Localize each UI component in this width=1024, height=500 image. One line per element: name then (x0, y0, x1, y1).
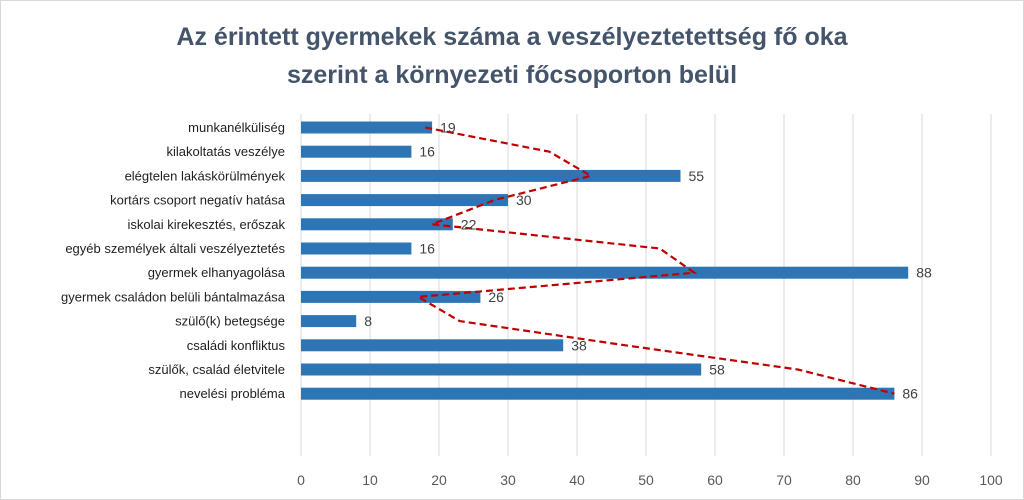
x-tick-label: 90 (914, 472, 930, 488)
category-label: kortárs csoport negatív hatása (110, 193, 286, 208)
data-label: 16 (419, 144, 435, 160)
bar (301, 218, 453, 231)
chart-title-line-1: Az érintett gyermekek száma a veszélyezt… (176, 23, 848, 51)
data-label: 55 (689, 168, 705, 184)
x-tick-label: 70 (776, 472, 792, 488)
category-labels: munkanélküliség kilakoltatás veszélye elég… (61, 120, 286, 401)
x-tick-label: 40 (569, 472, 585, 488)
data-label: 22 (461, 216, 477, 232)
category-label: szülők, család életvitele (148, 362, 285, 377)
bar (301, 363, 702, 376)
chart-title: Az érintett gyermekek száma a veszélyezt… (176, 23, 848, 89)
data-label: 16 (419, 241, 435, 257)
bar (301, 387, 895, 400)
category-label: iskolai kirekesztés, erőszak (128, 217, 286, 232)
bar (301, 290, 481, 303)
bar (301, 121, 433, 134)
data-label: 19 (440, 120, 456, 136)
x-tick-label: 60 (707, 472, 723, 488)
category-label: kilakoltatás veszélye (167, 144, 286, 159)
data-label: 30 (516, 192, 532, 208)
trend-line (414, 126, 895, 395)
x-tick-label: 80 (845, 472, 861, 488)
data-label: 38 (571, 337, 587, 353)
bar (301, 266, 909, 279)
data-label: 86 (902, 386, 918, 402)
data-labels: 19 16 55 30 22 16 88 26 8 38 58 86 (364, 120, 932, 402)
category-label: gyermek családon belüli bántalmazása (61, 289, 286, 304)
category-label: elégtelen lakáskörülmények (125, 168, 286, 183)
x-tick-label: 30 (500, 472, 516, 488)
category-label: családi konfliktus (187, 338, 286, 353)
x-tick-label: 50 (638, 472, 654, 488)
category-label: szülő(k) betegsége (175, 314, 285, 329)
bar (301, 242, 412, 255)
bar (301, 339, 564, 352)
category-label: egyéb személyek általi veszélyeztetés (65, 241, 285, 256)
data-label: 26 (488, 289, 504, 305)
category-label: nevelési probléma (179, 386, 285, 401)
gridlines (300, 114, 992, 456)
bar (301, 169, 681, 182)
x-tick-label: 0 (297, 472, 305, 488)
bar (301, 145, 412, 158)
data-label: 8 (364, 313, 372, 329)
chart-title-line-2: szerint a környezeti főcsoporton belül (287, 61, 737, 89)
x-tick-label: 20 (431, 472, 447, 488)
category-label: gyermek elhanyagolása (148, 265, 286, 280)
x-tick-label: 100 (979, 472, 1003, 488)
x-axis-tick-labels: 0 10 20 30 40 50 60 70 80 90 100 (297, 472, 1003, 488)
bars (301, 121, 909, 400)
bar (301, 194, 508, 207)
category-label: munkanélküliség (188, 120, 285, 135)
data-label: 88 (916, 265, 932, 281)
data-label: 58 (709, 362, 725, 378)
bar (301, 315, 357, 328)
trend-line-group (414, 126, 895, 395)
x-tick-label: 10 (362, 472, 378, 488)
